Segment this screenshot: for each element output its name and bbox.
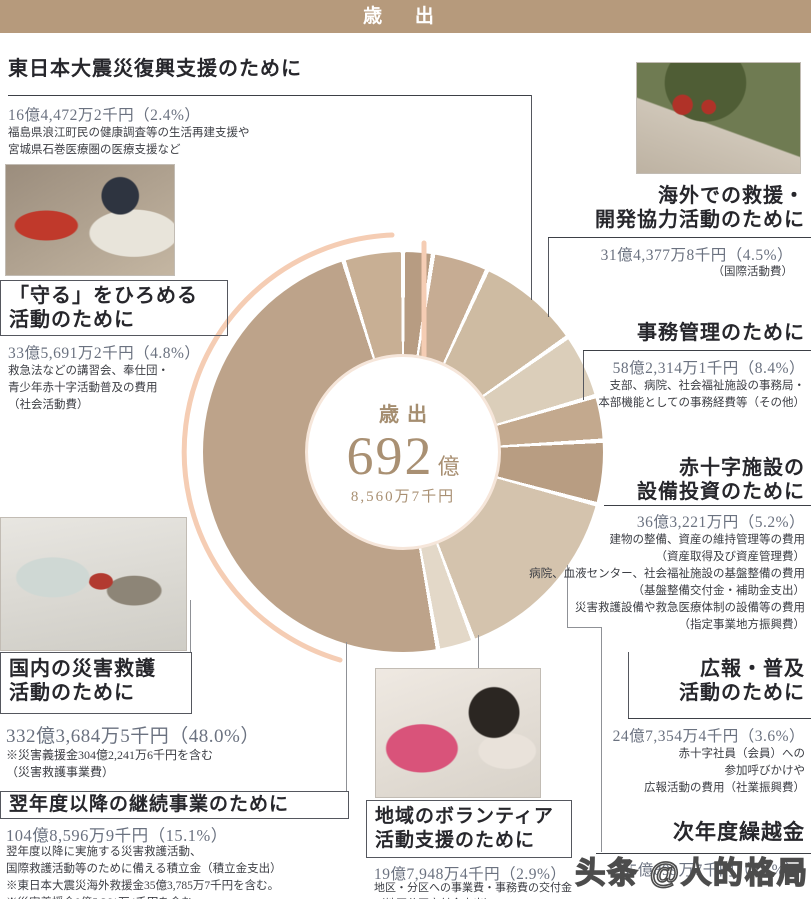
block-title-jimu: 事務管理のために — [637, 322, 805, 344]
block-title-kokunai: 国内の災害救護 活動のために — [9, 658, 156, 704]
block-amount-yokunendo: 104億8,596万9千円（15.1%） — [6, 826, 228, 845]
rule-kaigai — [548, 237, 811, 238]
block-title-koho: 広報・普及 活動のために — [679, 658, 805, 704]
leader-line — [567, 565, 568, 627]
block-title-kaigai: 海外での救援・ 開発協力活動のために — [595, 185, 805, 231]
photo-community-volunteer — [375, 668, 541, 798]
block-amount-higashinihon: 16億4,472万2千円（2.4%） — [8, 107, 201, 124]
center-label: 歳出 — [379, 404, 435, 426]
block-title-jinendo: 次年度繰越金 — [673, 820, 805, 844]
block-desc-koho: 赤十字社員（会員）への 参加呼びかけや 広報活動の費用（社業振興費） — [644, 748, 805, 794]
leader-line — [583, 350, 584, 400]
leader-line — [346, 642, 347, 791]
block-desc-kokunai: ※災害義援金304億2,241万6千円を含む （災害救護事業費） — [6, 748, 214, 779]
title-box-kokunai: 国内の災害救護 活動のために — [0, 652, 192, 714]
box-edge-koho — [628, 652, 629, 718]
block-desc-kaigai: （国際活動費） — [712, 266, 794, 278]
title-box-mamoru: 「守る」をひろめる 活動のために — [0, 280, 228, 336]
block-desc-chiiki: 地区・分区への事業費・事務費の交付金 （地区分区交付金支出） — [374, 882, 572, 899]
block-amount-koho: 24億7,354万4千円（3.6%） — [612, 728, 805, 745]
photo-domestic-relief-volunteers — [0, 517, 187, 651]
block-title-higashinihon: 東日本大震災復興支援のために — [8, 58, 302, 80]
photo-overseas-relief — [636, 62, 801, 174]
leader-line — [548, 237, 549, 317]
rule-jinendo — [596, 853, 811, 854]
block-desc-shisetsu: 建物の整備、資産の維持管理等の費用 （資産取得及び資産管理費） 病院、血液センタ… — [529, 534, 805, 631]
center-value: 692 — [346, 426, 434, 486]
block-desc-jimu: 支部、病院、社会福祉施設の事務局・ 本部機能としての事務経費等（その他） — [598, 380, 805, 409]
leader-line — [531, 95, 532, 300]
block-amount-kaigai: 31億4,377万8千円（4.5%） — [600, 247, 793, 264]
photo-first-aid-training — [5, 164, 175, 276]
block-amount-jinendo: 35億899万7千円（5.1%） — [621, 862, 801, 879]
donut-center: 歳出 692 億 8,560万7千円 — [305, 354, 501, 550]
block-desc-yokunendo: 翌年度以降に実施する災害救護活動、 国際救護活動等のために備える積立金（積立金支… — [6, 846, 282, 899]
block-amount-shisetsu: 36億3,221万円（5.2%） — [636, 514, 805, 531]
rule-jimu — [583, 350, 811, 351]
center-unit: 億 — [437, 454, 460, 479]
leader-line — [8, 95, 532, 96]
block-desc-mamoru: 救急法などの講習会、奉仕団・ 青少年赤十字活動普及の費用 （社会活動費） — [8, 365, 169, 411]
rule-shisetsu — [604, 505, 811, 506]
block-amount-mamoru: 33億5,691万2千円（4.8%） — [8, 345, 201, 362]
block-title-shisetsu: 赤十字施設の 設備投資のために — [637, 457, 805, 503]
block-amount-jimu: 58億2,314万1千円（8.4%） — [612, 360, 805, 377]
block-title-chiiki: 地域のボランティア 活動支援のために — [375, 806, 554, 851]
leader-line — [567, 627, 601, 628]
title-box-chiiki: 地域のボランティア 活動支援のために — [366, 800, 572, 858]
leader-line — [190, 600, 191, 652]
leader-line — [478, 635, 479, 668]
watermark: 头条 @人的格局 — [575, 856, 809, 891]
block-title-yokunendo: 翌年度以降の継続事業のために — [9, 794, 290, 815]
leader-line — [601, 627, 602, 852]
block-amount-kokunai: 332億3,684万5千円（48.0%） — [6, 726, 260, 747]
block-desc-higashinihon: 福島県浪江町民の健康調査等の生活再建支援や 宮城県石巻医療圏の医療支援など — [8, 127, 250, 156]
block-amount-chiiki: 19億7,948万4千円（2.9%） — [374, 866, 567, 883]
rule-koho — [628, 718, 811, 719]
page-title: 歳 出 — [0, 0, 811, 33]
block-title-mamoru: 「守る」をひろめる 活動のために — [9, 285, 198, 331]
title-box-yokunendo: 翌年度以降の継続事業のために — [0, 791, 349, 819]
center-subvalue: 8,560万7千円 — [350, 489, 456, 505]
